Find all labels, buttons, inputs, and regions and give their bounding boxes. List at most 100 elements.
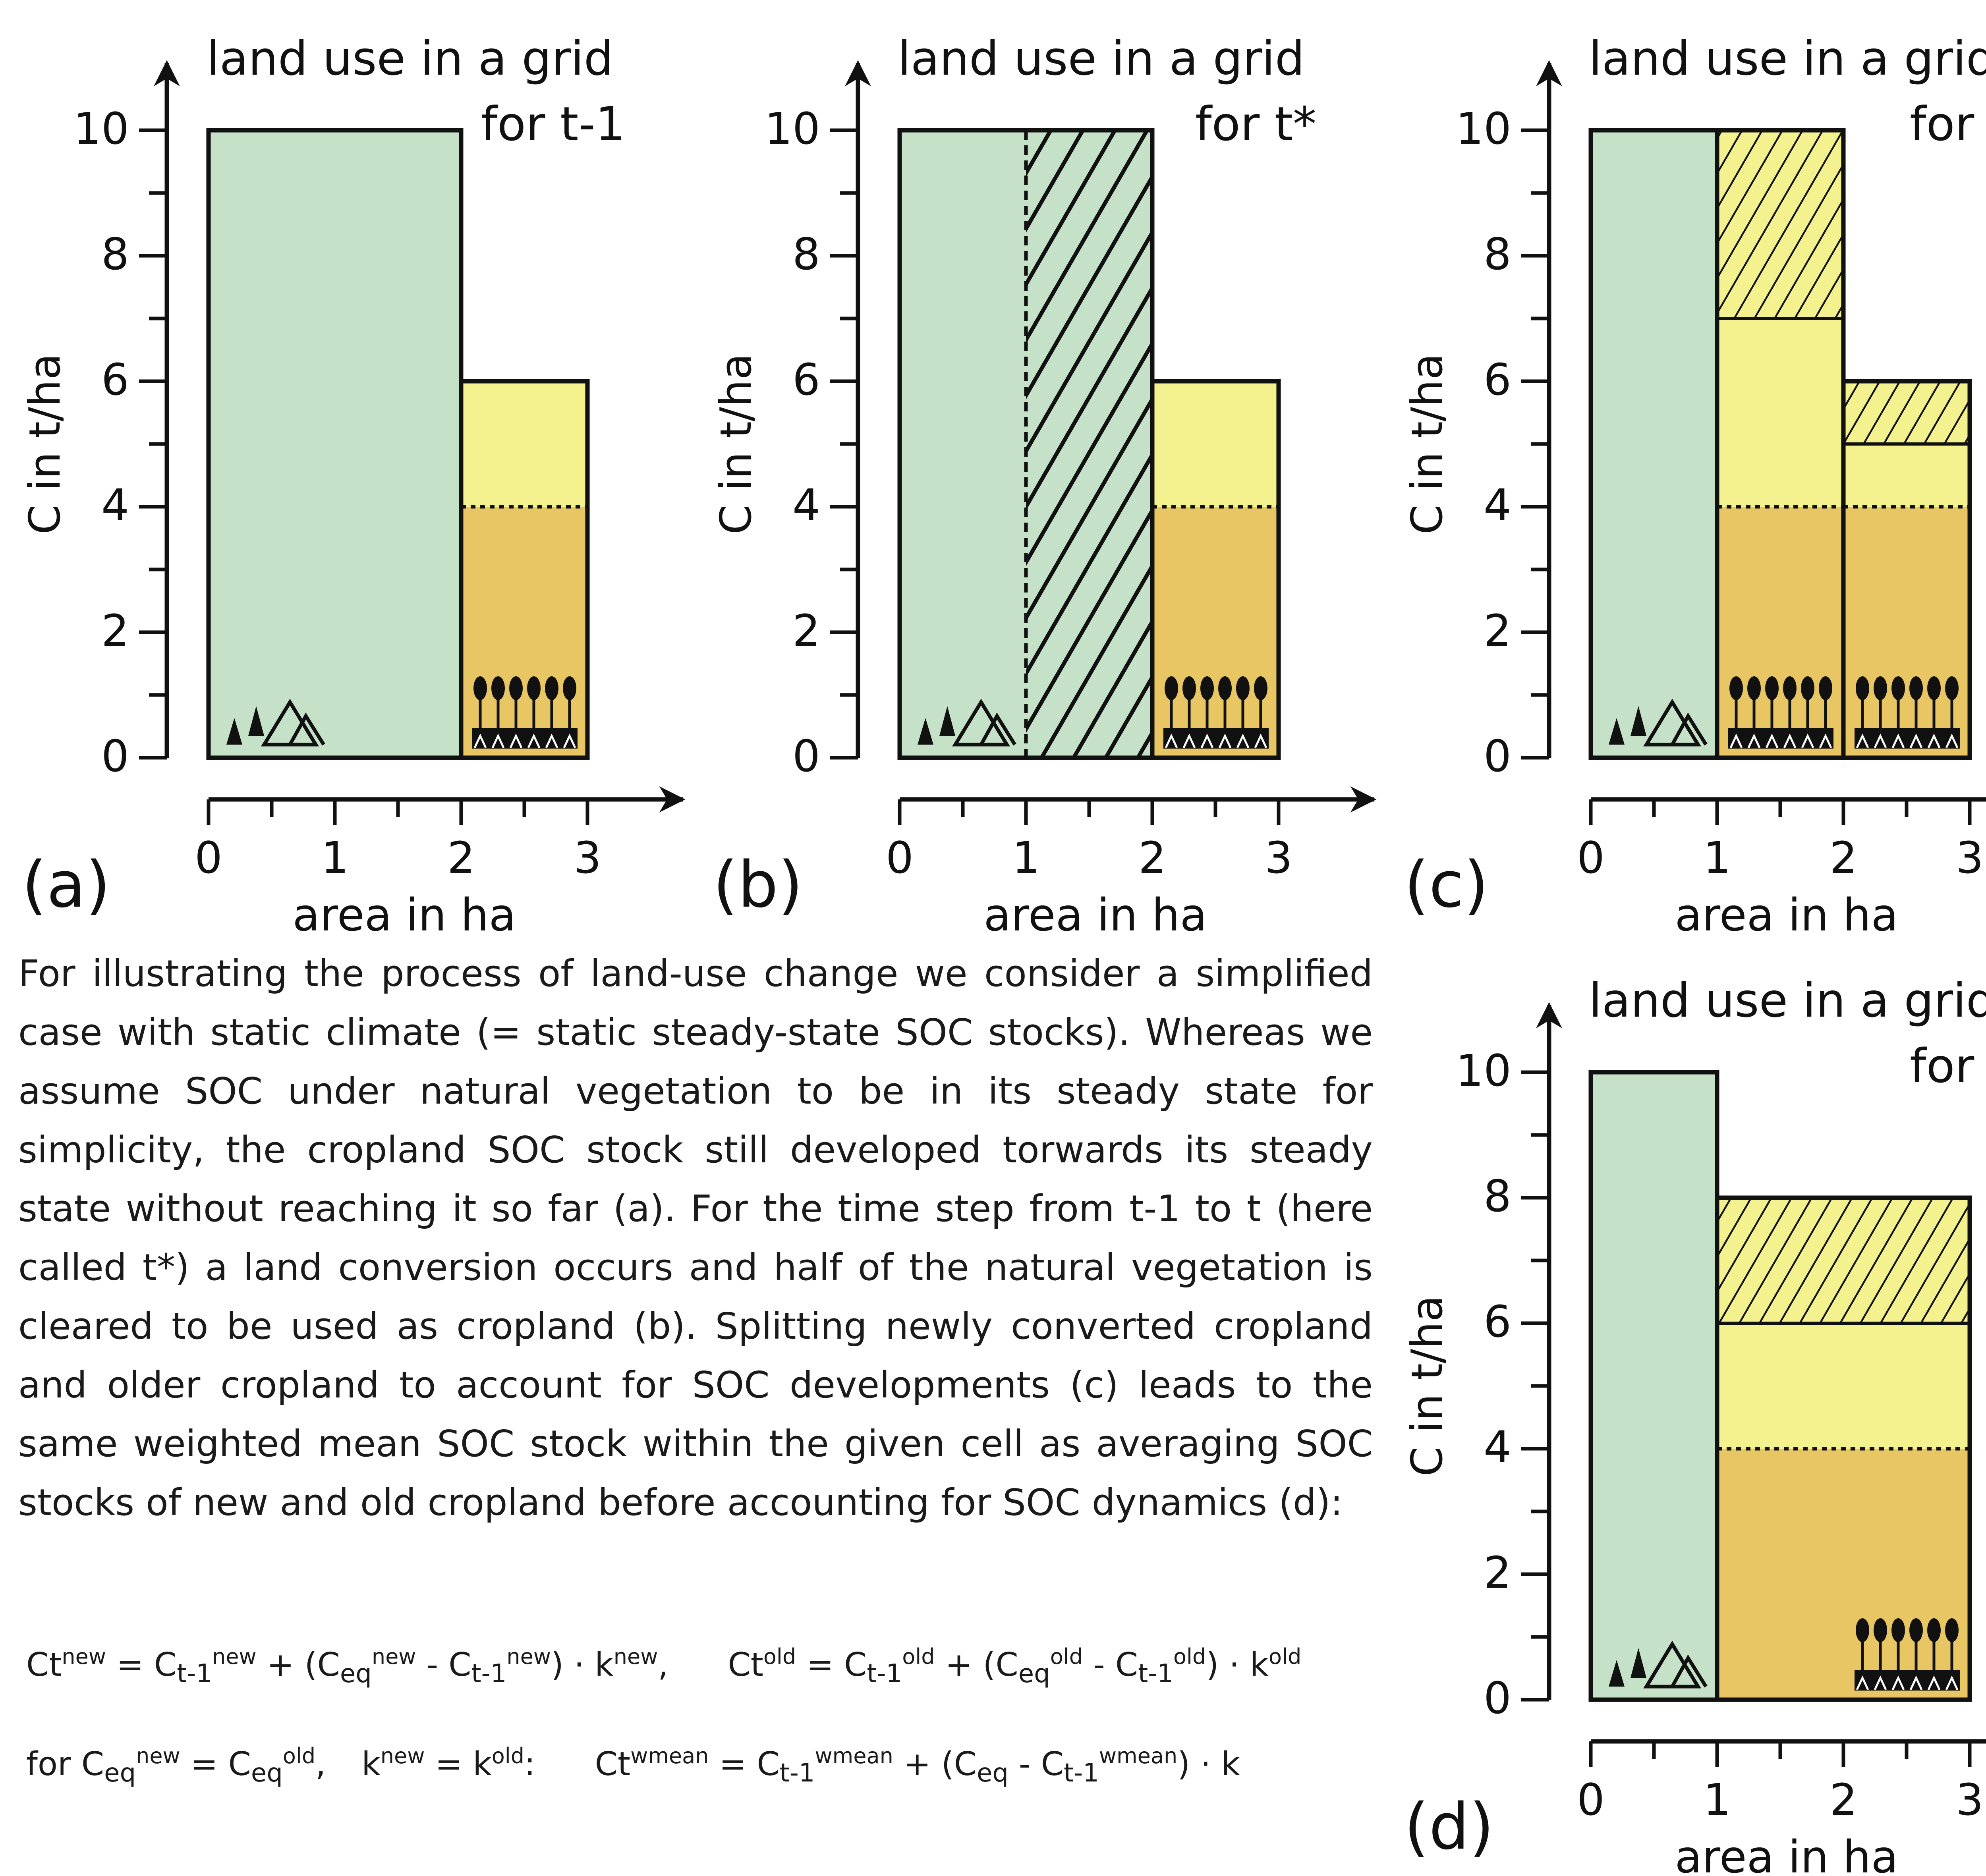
field-mark <box>1856 733 1869 749</box>
field-mark <box>1891 733 1905 749</box>
panel-c: 0 2 4 6 8 10 C in t/ha 0 1 2 3 area in ha land use i… <box>1403 31 1986 941</box>
cropland-current-soc <box>1717 1449 1970 1700</box>
mountain-shape <box>1671 1654 1708 1688</box>
cropland-steady-soc <box>461 381 587 507</box>
natural-vegetation-block <box>1591 130 1717 758</box>
wheat-ear <box>1856 1618 1869 1642</box>
wheat-ear <box>1165 676 1178 700</box>
cropland-current-soc <box>1843 507 1970 758</box>
y-tick-label: 10 <box>765 103 820 154</box>
natural-vegetation-block <box>209 130 461 758</box>
field-mark <box>1945 1675 1959 1691</box>
panel-subtitle: for t* <box>1195 97 1316 151</box>
x-tick-label: 2 <box>1138 832 1166 883</box>
wheat-ear <box>563 676 576 700</box>
y-tick-label: 10 <box>73 103 129 154</box>
wheat-ear <box>1729 676 1743 700</box>
wheat-ear <box>1909 1618 1923 1642</box>
x-tick-label: 0 <box>886 832 914 883</box>
x-tick-label: 3 <box>1956 832 1984 883</box>
wheat-ear <box>1927 676 1941 700</box>
tree-shape <box>248 706 264 736</box>
x-axis-label: area in ha <box>984 890 1207 941</box>
panel-title: land use in a grid <box>207 31 614 86</box>
y-tick-label: 2 <box>1484 605 1511 656</box>
field-base <box>1855 728 1960 749</box>
wheat-field-icon <box>1163 676 1269 749</box>
x-tick-label: 1 <box>1012 832 1040 883</box>
x-tick-label: 1 <box>1703 832 1731 883</box>
x-tick-label: 2 <box>447 832 475 883</box>
x-tick-label: 0 <box>1577 1774 1605 1825</box>
field-base <box>1728 728 1833 749</box>
tree-shape <box>918 718 933 745</box>
field-mark <box>1874 733 1887 749</box>
y-tick-label: 10 <box>1456 1045 1511 1096</box>
x-tick-label: 0 <box>1577 832 1605 883</box>
wheat-ear <box>1200 676 1214 700</box>
y-tick-label: 8 <box>1484 229 1511 280</box>
y-tick-label: 8 <box>792 229 820 280</box>
wheat-ear <box>1891 676 1905 700</box>
x-axis-label: area in ha <box>1675 890 1899 941</box>
y-tick-label: 4 <box>101 480 129 531</box>
panel-subtitle: for t-1 <box>481 97 625 151</box>
field-mark <box>1182 733 1196 749</box>
wheat-field-icon <box>472 676 578 749</box>
field-mark <box>1218 733 1232 749</box>
tree-shape <box>939 706 955 736</box>
panel-title: land use in a grid <box>898 31 1305 86</box>
field-mark <box>1200 733 1214 749</box>
tree-shape <box>226 718 242 745</box>
y-tick-label: 2 <box>1484 1547 1511 1598</box>
field-mark <box>1909 733 1923 749</box>
wheat-ear <box>1254 676 1267 700</box>
wheat-ear <box>1765 676 1779 700</box>
wheat-field-icon <box>1855 1618 1960 1691</box>
field-mark <box>1945 733 1959 749</box>
y-tick-label: 0 <box>1484 1673 1511 1724</box>
field-base <box>1855 1670 1960 1691</box>
tree-shape <box>1609 1660 1625 1687</box>
field-mark <box>1909 1675 1923 1691</box>
panel-a: 0 2 4 6 8 10 C in t/ha 0 1 2 3 area in ha land use i… <box>20 31 686 941</box>
wheat-ear <box>1236 676 1250 700</box>
y-tick-label: 0 <box>1484 731 1511 782</box>
tree-mountain-icon <box>1609 699 1708 747</box>
field-base <box>472 728 578 749</box>
panel-title: land use in a grid <box>1589 973 1986 1028</box>
cropland-current-soc <box>1717 507 1843 758</box>
wheat-ear <box>1182 676 1196 700</box>
wheat-ear <box>1819 676 1832 700</box>
natural-vegetation-block <box>900 130 1026 758</box>
y-tick-label: 10 <box>1456 103 1511 154</box>
x-tick-label: 1 <box>1703 1774 1731 1825</box>
tree-shape <box>1631 706 1646 736</box>
y-tick-label: 0 <box>101 731 129 782</box>
wheat-ear <box>1874 676 1887 700</box>
field-mark <box>1927 733 1941 749</box>
cropland-steady-soc <box>1717 1323 1970 1449</box>
y-axis-label: C in t/ha <box>711 353 761 535</box>
field-mark <box>563 733 576 749</box>
field-base <box>1163 728 1269 749</box>
y-tick-label: 4 <box>792 480 820 531</box>
x-axis-label: area in ha <box>1675 1832 1899 1876</box>
y-tick-label: 4 <box>1484 480 1511 531</box>
y-tick-label: 6 <box>1484 354 1511 405</box>
wheat-ear <box>1218 676 1232 700</box>
field-mark <box>509 733 523 749</box>
y-tick-label: 2 <box>792 605 820 656</box>
wheat-ear <box>1874 1618 1887 1642</box>
field-mark <box>1765 733 1779 749</box>
field-mark <box>1927 1675 1941 1691</box>
field-mark <box>1783 733 1797 749</box>
panel-label: (c) <box>1404 847 1489 922</box>
panel-b: 0 2 4 6 8 10 C in t/ha 0 1 2 3 area in ha land use i… <box>711 31 1377 941</box>
field-mark <box>1747 733 1761 749</box>
y-tick-label: 6 <box>101 354 129 405</box>
wheat-ear <box>1891 1618 1905 1642</box>
y-axis-label: C in t/ha <box>20 353 70 535</box>
y-tick-label: 6 <box>792 354 820 405</box>
field-mark <box>545 733 558 749</box>
